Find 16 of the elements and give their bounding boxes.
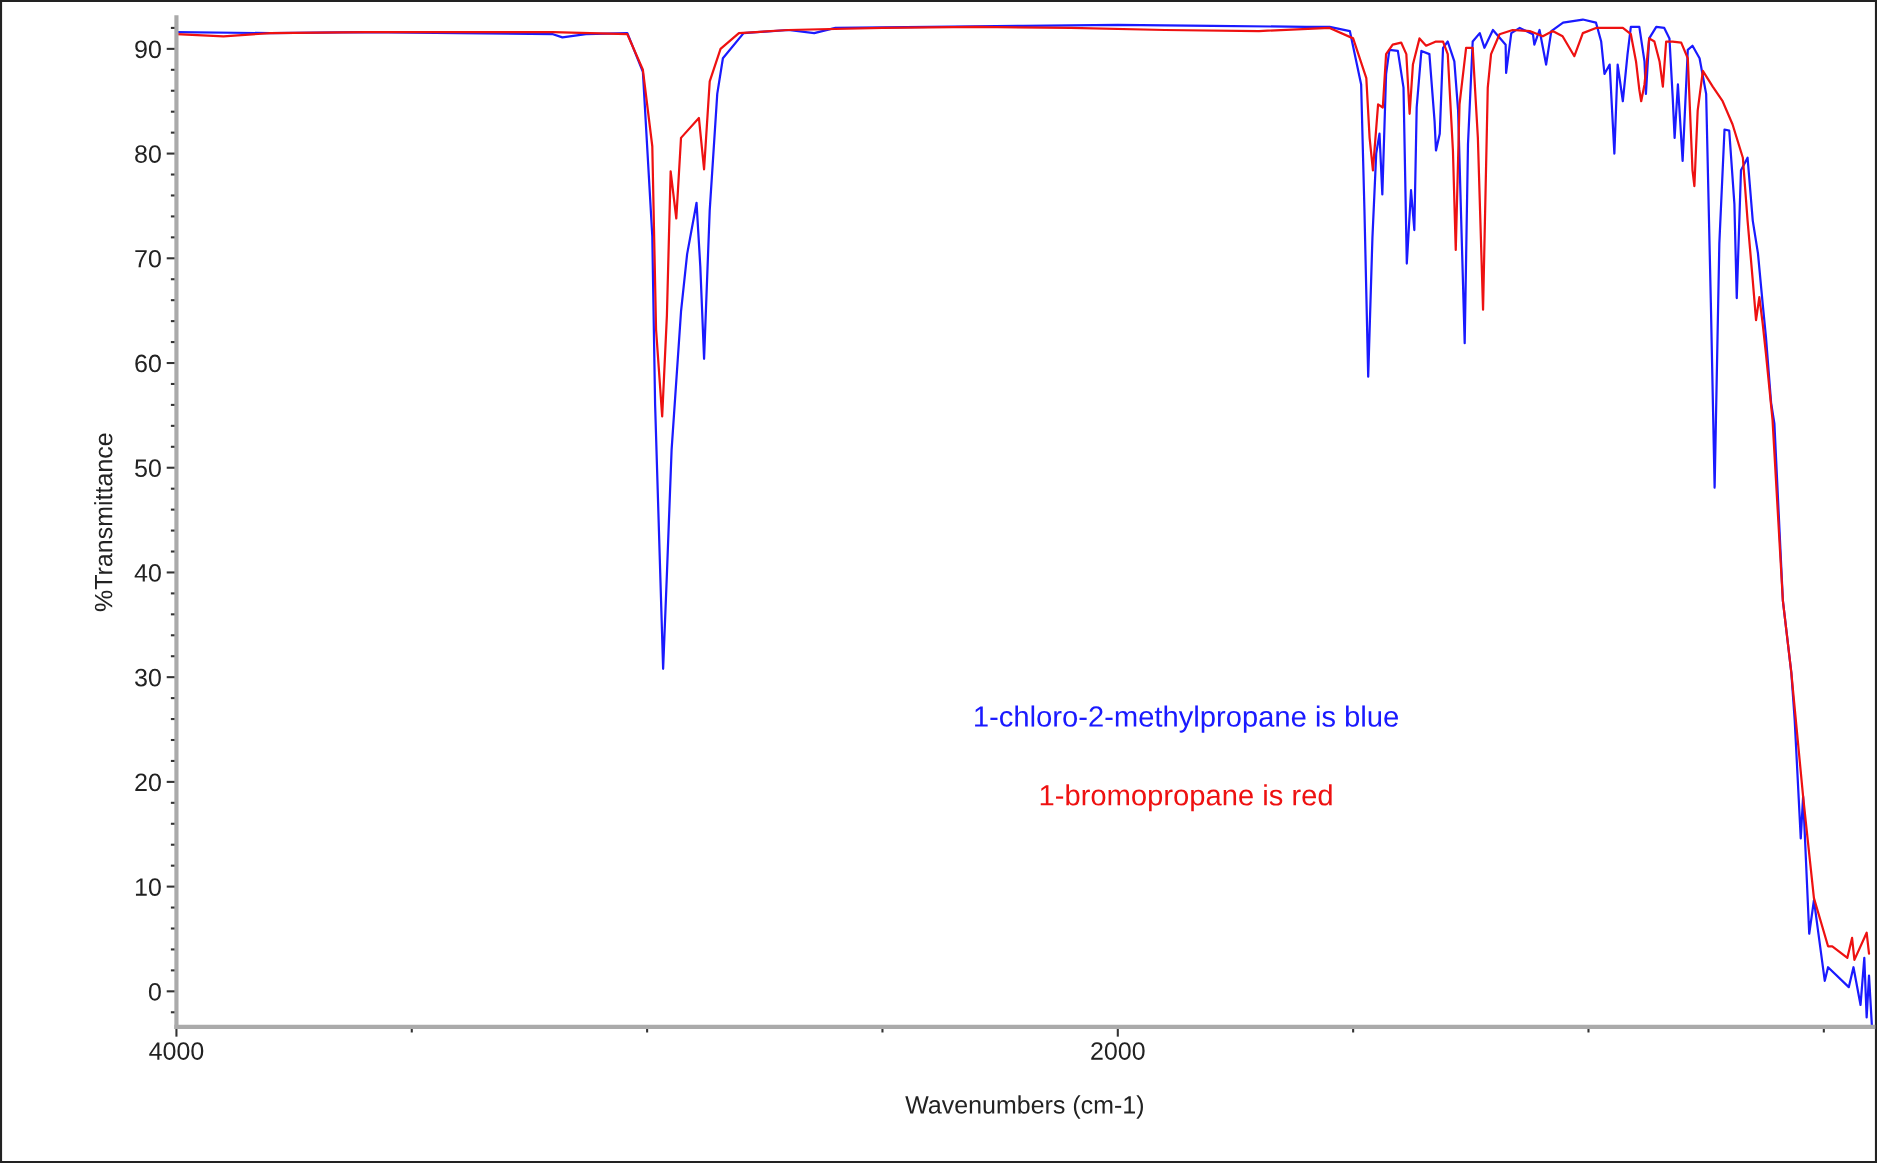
y-axis-title: %Transmittance [94, 433, 113, 612]
x-tick-label: 4000 [149, 1042, 204, 1060]
y-tick-label: 70 [135, 249, 161, 268]
y-tick-label: 50 [135, 459, 161, 478]
text: 1-chloro-2-methylpropane is blue [975, 705, 1398, 733]
y-tick-label: 80 [135, 145, 161, 163]
x-axis-title: Wavenumbers (cm-1) [905, 1095, 1143, 1119]
y-tick-label: 10 [135, 878, 161, 896]
y-tick-label: 90 [135, 40, 161, 59]
y-tick-label: 30 [135, 668, 161, 687]
y-tick-label: 0 [148, 982, 161, 1001]
text: 1-bromopropane is red [1040, 784, 1332, 812]
x-tick-label: 2000 [1091, 1042, 1145, 1060]
y-tick-label: 20 [135, 773, 161, 792]
y-tick-label: 40 [134, 564, 161, 582]
y-tick-label: 60 [135, 354, 161, 373]
